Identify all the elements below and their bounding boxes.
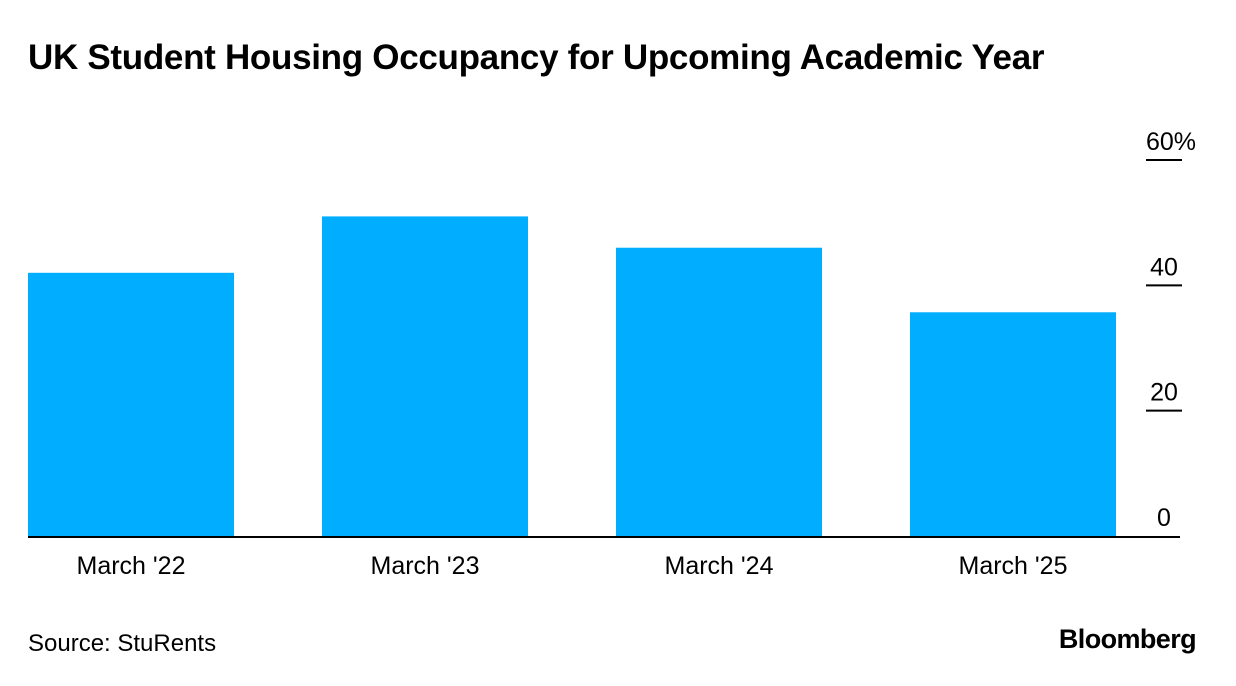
bar-3 xyxy=(910,312,1116,536)
x-tick-label-1: March '23 xyxy=(371,552,480,580)
bar-1 xyxy=(322,216,528,536)
x-tick-label-3: March '25 xyxy=(959,552,1068,580)
bar-0 xyxy=(28,272,234,536)
y-axis: 0 20 40 60% xyxy=(1146,128,1196,532)
x-tick-label-0: March '22 xyxy=(77,552,186,580)
y-tick-label-1: 20 xyxy=(1150,379,1178,407)
chart-title: UK Student Housing Occupancy for Upcomin… xyxy=(28,38,1045,77)
y-tick-label-3: 60% xyxy=(1146,128,1196,156)
bloomberg-logo: Bloomberg xyxy=(1058,624,1197,654)
y-tick-label-0: 0 xyxy=(1157,504,1171,532)
x-tick-labels: March '22 March '23 March '24 March '25 xyxy=(77,552,1068,580)
source-note: Source: StuRents xyxy=(28,630,217,657)
bar-2 xyxy=(616,247,822,536)
y-tick-label-2: 40 xyxy=(1150,253,1178,281)
x-tick-label-2: March '24 xyxy=(665,552,774,580)
bars-group xyxy=(28,216,1116,536)
